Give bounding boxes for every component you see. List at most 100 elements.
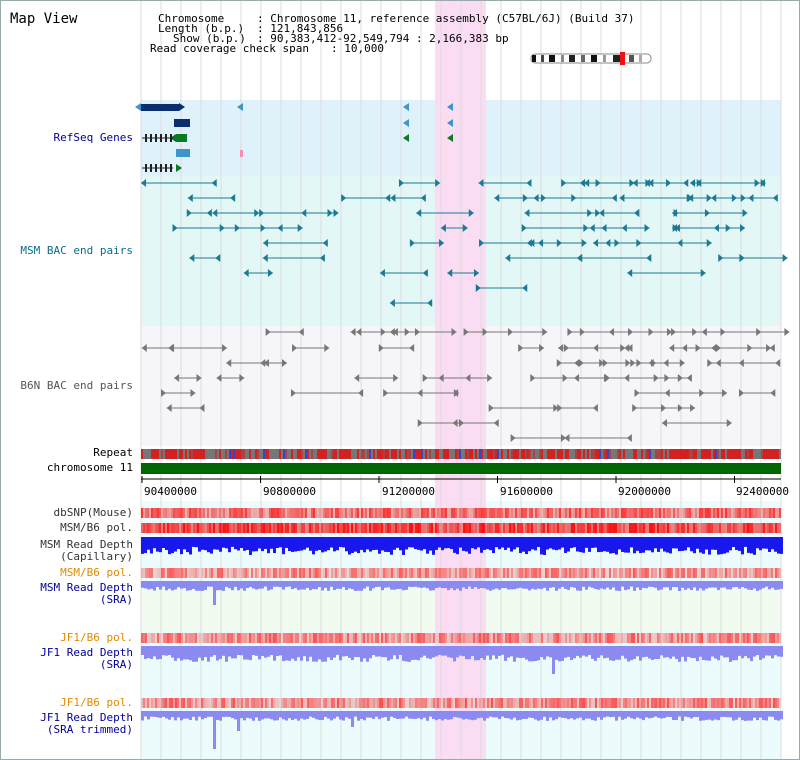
polymorphism-cell [567, 523, 569, 533]
repeat-segment [169, 449, 171, 459]
track-label-msm-bac[interactable]: MSM BAC end pairs [20, 244, 133, 257]
polymorphism-cell [289, 633, 291, 643]
repeat-segment [703, 449, 705, 459]
polymorphism-cell [301, 698, 303, 708]
polymorphism-cell [557, 523, 559, 533]
read-depth-bar [477, 646, 480, 661]
strand-arrow-left [403, 103, 409, 111]
polymorphism-cell [755, 698, 757, 708]
msm-bac-track-band[interactable] [141, 176, 781, 326]
polymorphism-cell [769, 523, 771, 533]
repeat-segment [777, 449, 779, 459]
bac-end-marker [417, 419, 423, 427]
polymorphism-cell [585, 523, 587, 533]
track-label-b6n-bac[interactable]: B6N BAC end pairs [20, 379, 133, 392]
read-depth-bar [507, 581, 510, 590]
read-depth-bar [597, 646, 600, 658]
polymorphism-cell [545, 568, 547, 578]
refseq-track-band[interactable] [141, 100, 781, 176]
bac-end-marker [700, 269, 706, 277]
polymorphism-cell [753, 508, 755, 518]
repeat-segment [499, 449, 501, 459]
repeat-segment [733, 449, 735, 459]
repeat-segment [255, 449, 257, 459]
polymorphism-cell [687, 633, 689, 643]
read-depth-bar [369, 537, 372, 552]
polymorphism-cell [181, 633, 183, 643]
read-depth-bar [633, 711, 636, 720]
strand-arrow-left [403, 134, 409, 142]
read-depth-bar [360, 581, 363, 591]
polymorphism-cell [709, 698, 711, 708]
read-depth-bar [531, 537, 534, 550]
bac-end-marker [324, 344, 330, 352]
polymorphism-cell [691, 523, 693, 533]
read-depth-bar [441, 646, 444, 656]
polymorphism-cell [155, 523, 157, 533]
polymorphism-cell [407, 508, 409, 518]
repeat-segment [725, 449, 727, 459]
repeat-segment [245, 449, 247, 459]
polymorphism-cell [359, 508, 361, 518]
polymorphism-cell [559, 523, 561, 533]
polymorphism-cell [645, 698, 647, 708]
repeat-segment [251, 449, 253, 459]
polymorphism-cell [201, 633, 203, 643]
repeat-segment [287, 449, 289, 459]
polymorphism-cell [151, 523, 153, 533]
repeat-segment [187, 449, 189, 459]
bac-end-marker [290, 389, 296, 397]
read-depth-bar [318, 711, 321, 720]
repeat-segment [763, 449, 765, 459]
bac-end-marker [636, 239, 642, 247]
read-depth-bar [633, 537, 636, 554]
repeat-segment [253, 449, 255, 459]
polymorphism-cell [183, 508, 185, 518]
read-depth-bar [729, 537, 732, 551]
polymorphism-cell [379, 633, 381, 643]
read-depth-bar [459, 537, 462, 548]
polymorphism-cell [241, 698, 243, 708]
read-depth-bar [513, 537, 516, 550]
polymorphism-cell [509, 698, 511, 708]
polymorphism-cell [141, 523, 143, 533]
polymorphism-cell [737, 508, 739, 518]
read-depth-bar [507, 537, 510, 548]
read-depth-bar [303, 646, 306, 657]
bac-end-marker [265, 328, 271, 336]
bac-end-marker [416, 209, 422, 217]
polymorphism-cell [547, 633, 549, 643]
polymorphism-cell [765, 698, 767, 708]
polymorphism-cell [713, 508, 715, 518]
polymorphism-cell [267, 523, 269, 533]
polymorphism-cell [359, 568, 361, 578]
polymorphism-cell [509, 523, 511, 533]
read-depth-bar [144, 537, 147, 554]
polymorphism-cell [519, 523, 521, 533]
polymorphism-cell [401, 508, 403, 518]
polymorphism-cell [679, 633, 681, 643]
b6n-bac-track-band[interactable] [141, 326, 781, 446]
read-depth-bar [579, 581, 582, 591]
read-depth-bar [777, 711, 780, 721]
read-depth-bar [609, 581, 612, 590]
polymorphism-cell [727, 568, 729, 578]
polymorphism-cell [151, 508, 153, 518]
track-label-refseq-genes[interactable]: RefSeq Genes [53, 131, 133, 144]
polymorphism-cell [631, 568, 633, 578]
polymorphism-cell [751, 508, 753, 518]
polymorphism-cell [357, 633, 359, 643]
polymorphism-cell [277, 568, 279, 578]
polymorphism-cell [619, 523, 621, 533]
polymorphism-cell [541, 508, 543, 518]
read-depth-bar [651, 537, 654, 553]
polymorphism-cell [143, 698, 145, 708]
polymorphism-cell [775, 633, 777, 643]
read-depth-bar [651, 711, 654, 718]
chromosome-ideogram[interactable] [529, 51, 653, 65]
polymorphism-cell [767, 523, 769, 533]
polymorphism-cell [331, 698, 333, 708]
bac-end-marker [695, 344, 701, 352]
bac-end-marker [211, 179, 217, 187]
polymorphism-cell [731, 568, 733, 578]
